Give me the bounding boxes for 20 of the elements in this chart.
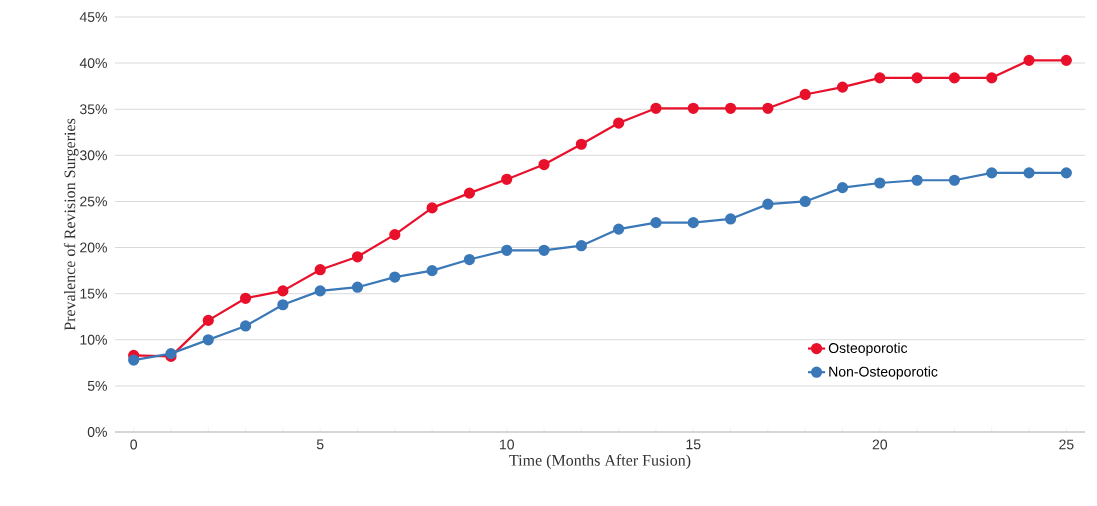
y-tick-label: 35% xyxy=(79,104,107,115)
y-tick-label: 30% xyxy=(79,150,107,161)
x-tick-label: 25 xyxy=(1059,439,1074,450)
x-tick-label: 20 xyxy=(872,439,888,450)
y-tick-label: 40% xyxy=(79,58,107,69)
y-tick-label: 25% xyxy=(80,196,107,207)
x-tick-label: 15 xyxy=(686,439,701,450)
y-tick-label: 5% xyxy=(87,380,107,391)
y-tick-label: 15% xyxy=(80,288,107,299)
x-axis-title: Time (Months After Fusion) xyxy=(509,454,691,469)
x-tick-label: 5 xyxy=(316,439,324,450)
y-tick-label: 0% xyxy=(87,427,107,437)
legend-label: Osteoporotic xyxy=(828,342,908,356)
y-tick-label: 20% xyxy=(80,242,107,253)
x-tick-label: 10 xyxy=(500,439,514,450)
y-tick-label: 10% xyxy=(80,334,107,345)
y-tick-label: 45% xyxy=(79,12,107,22)
y-axis-title: Prevalence of Revision Surgeries xyxy=(63,118,79,331)
legend-label: Non-Osteoporotic xyxy=(829,366,938,380)
x-tick-label: 0 xyxy=(130,439,138,450)
